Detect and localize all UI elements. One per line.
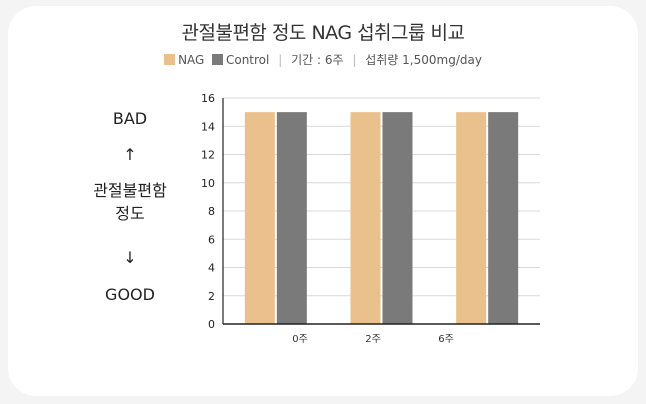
y-tick-label: 4: [208, 262, 215, 275]
legend-label-control: Control: [225, 53, 270, 67]
bar-nag: [456, 112, 487, 324]
chart-card: [8, 6, 638, 396]
x-tick-label: 2주: [365, 334, 381, 345]
y-scale-down-arrow: ↓: [123, 248, 137, 267]
bar-nag: [350, 112, 381, 324]
x-tick-label: 0주: [292, 334, 308, 345]
legend-separator: |: [352, 53, 357, 67]
y-tick-label: 8: [208, 205, 215, 218]
legend-period-note: 기간 : 6주: [291, 53, 344, 67]
legend: NAG Control | 기간 : 6주 | 섭취량 1,500mg/day: [0, 51, 646, 68]
y-scale-up-arrow: ↑: [123, 145, 137, 164]
chart-title: 관절불편함 정도 NAG 섭취그룹 비교: [181, 22, 466, 44]
bar-control: [488, 112, 519, 324]
y-tick-label: 0: [208, 318, 215, 331]
y-tick-label: 10: [201, 177, 215, 190]
y-tick-label: 12: [201, 149, 215, 162]
bar-control: [382, 112, 413, 324]
legend-separator: |: [278, 53, 283, 67]
legend-label-nag: NAG: [178, 53, 205, 67]
y-tick-label: 16: [201, 92, 215, 105]
legend-swatch-nag: [164, 54, 176, 65]
x-tick-label: 6주: [438, 334, 454, 345]
y-axis-title-line2: 정도: [115, 204, 145, 223]
y-tick-label: 6: [208, 233, 215, 246]
y-tick-label: 2: [208, 290, 215, 303]
y-scale-bad: BAD: [112, 109, 148, 128]
legend-swatch-control: [211, 54, 223, 65]
y-axis-title-line1: 관절불편함: [93, 181, 167, 200]
bar-nag: [244, 112, 275, 324]
y-scale-good: GOOD: [105, 285, 155, 304]
y-tick-label: 14: [201, 120, 215, 133]
legend-dosage-note: 섭취량 1,500mg/day: [365, 53, 482, 67]
bar-control: [276, 112, 307, 324]
